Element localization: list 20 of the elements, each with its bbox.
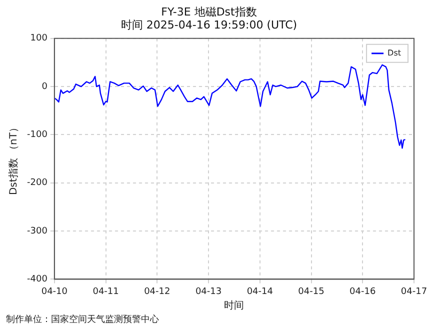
x-tick-label: 04-16 [350,286,376,297]
x-tick-label: 04-15 [298,286,324,297]
x-axis-title: 时间 [224,300,244,312]
legend-label: Dst [388,48,402,58]
x-tick-label: 04-17 [400,286,428,297]
y-tick-label: -100 [26,130,48,140]
x-tick-label: 04-12 [144,286,170,297]
y-tick-label: 100 [30,34,48,44]
y-tick-label: 0 [42,82,48,92]
x-tick-label: 04-13 [195,286,222,297]
y-tick-label: -300 [26,226,48,236]
y-tick-label: -400 [26,274,48,285]
y-tick-label: -200 [26,178,48,188]
x-tick-label: 04-10 [41,286,68,297]
chart-subtitle: 时间 2025-04-16 19:59:00 (UTC) [120,18,298,32]
y-axis-title: Dst指数 （nT） [8,122,20,196]
x-tick-label: 04-14 [246,286,274,297]
x-tick-label: 04-11 [92,286,119,297]
chart-title: FY-3E 地磁Dst指数 [161,5,257,18]
text: 制作单位：国家空间天气监测预警中心 [6,314,159,326]
